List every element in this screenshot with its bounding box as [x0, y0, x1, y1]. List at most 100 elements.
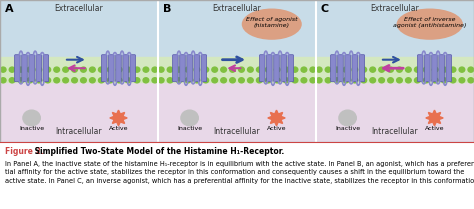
Bar	[158, 78, 316, 142]
FancyBboxPatch shape	[116, 55, 121, 82]
Circle shape	[158, 78, 164, 83]
Text: B: B	[163, 4, 171, 14]
Circle shape	[116, 78, 122, 83]
Circle shape	[414, 78, 420, 83]
Circle shape	[397, 78, 402, 83]
Circle shape	[203, 78, 209, 83]
Circle shape	[116, 67, 122, 72]
Circle shape	[343, 78, 349, 83]
Circle shape	[441, 78, 447, 83]
Text: Active: Active	[425, 126, 444, 131]
Circle shape	[36, 67, 42, 72]
Ellipse shape	[397, 9, 463, 40]
Circle shape	[432, 67, 438, 72]
Text: Figure 2.: Figure 2.	[5, 148, 43, 157]
Circle shape	[230, 78, 236, 83]
Bar	[158, 57, 316, 82]
Text: Active: Active	[109, 126, 128, 131]
Circle shape	[9, 78, 15, 83]
Text: Inactive: Inactive	[335, 126, 360, 131]
Circle shape	[221, 67, 227, 72]
Circle shape	[108, 67, 113, 72]
Circle shape	[108, 78, 113, 83]
FancyBboxPatch shape	[418, 55, 423, 82]
Circle shape	[352, 78, 358, 83]
Circle shape	[72, 67, 77, 72]
Circle shape	[134, 67, 140, 72]
FancyBboxPatch shape	[123, 55, 128, 82]
Circle shape	[152, 78, 158, 83]
Text: Extracellular: Extracellular	[213, 4, 261, 13]
Circle shape	[397, 67, 402, 72]
FancyBboxPatch shape	[359, 55, 365, 82]
Circle shape	[301, 78, 307, 83]
Circle shape	[63, 78, 68, 83]
Bar	[0, 0, 158, 78]
Circle shape	[143, 67, 149, 72]
FancyBboxPatch shape	[201, 55, 207, 82]
Circle shape	[325, 67, 331, 72]
Circle shape	[388, 67, 393, 72]
Circle shape	[334, 67, 340, 72]
FancyBboxPatch shape	[187, 55, 192, 82]
Circle shape	[274, 78, 280, 83]
Circle shape	[23, 110, 40, 126]
FancyBboxPatch shape	[43, 55, 48, 82]
FancyBboxPatch shape	[15, 55, 20, 82]
Circle shape	[468, 67, 474, 72]
Circle shape	[361, 67, 366, 72]
Text: A: A	[5, 4, 13, 14]
Circle shape	[125, 78, 131, 83]
FancyBboxPatch shape	[180, 55, 185, 82]
Circle shape	[54, 67, 60, 72]
Polygon shape	[268, 110, 285, 126]
Text: Extracellular: Extracellular	[371, 4, 419, 13]
FancyBboxPatch shape	[439, 55, 444, 82]
FancyBboxPatch shape	[22, 55, 27, 82]
Text: Effect of inverse
agonist (antihistamine): Effect of inverse agonist (antihistamine…	[393, 17, 466, 28]
Circle shape	[90, 67, 95, 72]
Circle shape	[152, 67, 158, 72]
Circle shape	[316, 67, 322, 72]
Circle shape	[181, 110, 198, 126]
Polygon shape	[110, 110, 127, 126]
Circle shape	[283, 78, 289, 83]
Circle shape	[316, 78, 322, 83]
Circle shape	[0, 67, 6, 72]
Circle shape	[212, 67, 218, 72]
Circle shape	[238, 67, 244, 72]
Circle shape	[54, 78, 60, 83]
Circle shape	[379, 78, 384, 83]
Circle shape	[432, 78, 438, 83]
Circle shape	[63, 67, 68, 72]
Circle shape	[256, 67, 262, 72]
Bar	[316, 78, 474, 142]
Circle shape	[352, 67, 358, 72]
FancyBboxPatch shape	[281, 55, 286, 82]
FancyBboxPatch shape	[288, 55, 293, 82]
Circle shape	[167, 78, 173, 83]
Circle shape	[27, 78, 33, 83]
Text: Extracellular: Extracellular	[55, 4, 103, 13]
Text: Inactive: Inactive	[177, 126, 202, 131]
Text: Intracellular: Intracellular	[372, 127, 419, 136]
Circle shape	[18, 67, 24, 72]
Circle shape	[450, 67, 456, 72]
Circle shape	[176, 78, 182, 83]
Ellipse shape	[242, 9, 302, 40]
FancyBboxPatch shape	[446, 55, 451, 82]
Circle shape	[292, 67, 298, 72]
Circle shape	[265, 78, 271, 83]
FancyBboxPatch shape	[130, 55, 136, 82]
FancyBboxPatch shape	[259, 55, 265, 82]
Text: Inactive: Inactive	[19, 126, 44, 131]
Text: C: C	[321, 4, 329, 14]
Circle shape	[176, 67, 182, 72]
Circle shape	[310, 67, 316, 72]
Circle shape	[450, 78, 456, 83]
Circle shape	[36, 78, 42, 83]
Circle shape	[459, 67, 465, 72]
Circle shape	[292, 78, 298, 83]
Text: Active: Active	[267, 126, 286, 131]
Circle shape	[45, 78, 51, 83]
